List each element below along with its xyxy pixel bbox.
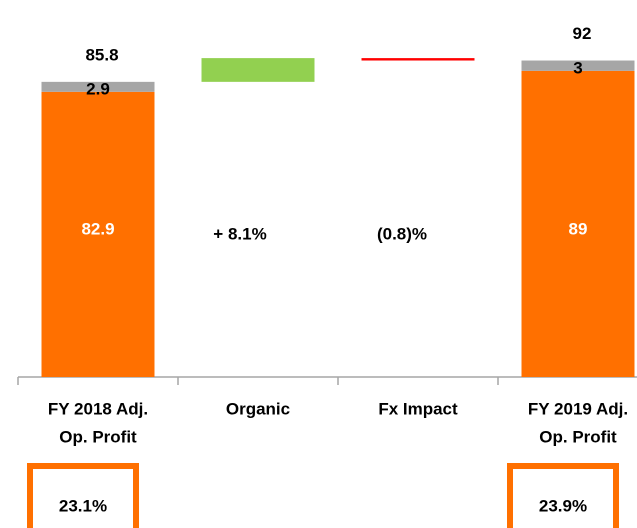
- segment-label: 2.9: [86, 79, 110, 98]
- segment-label: 82.9: [81, 219, 114, 238]
- total-label: 92: [573, 24, 592, 43]
- change-bar: [361, 58, 475, 61]
- segment-label: 89: [569, 219, 588, 238]
- segment-label: 3: [573, 58, 582, 77]
- bar-segment: [521, 70, 635, 377]
- x-tick-label: Op. Profit: [539, 427, 617, 446]
- margin-box: [27, 463, 139, 528]
- bar-segment: [41, 91, 155, 377]
- x-tick-label: Fx Impact: [378, 399, 458, 418]
- margin-label: 23.9%: [539, 496, 587, 515]
- x-tick-label: Organic: [226, 399, 290, 418]
- x-tick-label: FY 2018 Adj.: [48, 399, 148, 418]
- change-bar: [201, 58, 315, 82]
- margin-box: [507, 463, 619, 528]
- change-label: + 8.1%: [213, 224, 266, 243]
- bar-segment: [41, 81, 155, 92]
- change-label: (0.8)%: [377, 224, 427, 243]
- x-tick-label: FY 2019 Adj.: [528, 399, 628, 418]
- margin-label: 23.1%: [59, 496, 107, 515]
- bar-segment: [521, 60, 635, 71]
- total-label: 85.8: [85, 45, 118, 64]
- x-tick-label: Op. Profit: [59, 427, 137, 446]
